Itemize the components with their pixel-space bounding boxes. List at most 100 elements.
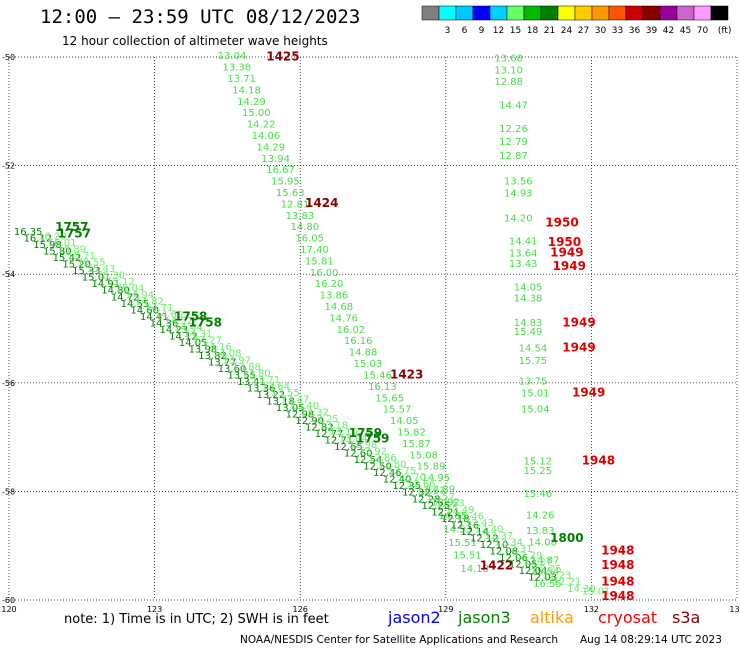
legend-swatch xyxy=(710,5,729,21)
wave-height-label: 12.37 xyxy=(485,531,514,542)
wave-height-label: 12.75 xyxy=(388,466,417,477)
wave-height-label: 15.46 xyxy=(523,489,552,500)
wave-height-label: 15.01 xyxy=(82,273,111,284)
wave-height-label: 12.16 xyxy=(451,520,480,531)
wave-height-label: 12.40 xyxy=(383,475,412,486)
wave-height-label: 13.71 xyxy=(227,74,256,85)
wave-height-label: 13.92 xyxy=(431,498,460,509)
wave-height-label: 16.20 xyxy=(315,279,344,290)
wave-height-label: 13.18 xyxy=(266,397,295,408)
wave-height-label: 12.90 xyxy=(295,416,324,427)
wave-height-label: 12.86 xyxy=(368,453,397,464)
wave-height-label: 15.01 xyxy=(582,587,611,598)
wave-height-label: 15.71 xyxy=(67,251,96,262)
time-annotation: 1948 xyxy=(601,543,634,557)
wave-height-label: 12.60 xyxy=(344,449,373,460)
wave-height-label: 13.32 xyxy=(300,407,329,418)
wave-height-label: 12.21 xyxy=(553,577,582,588)
legend-tick: 33 xyxy=(612,26,623,36)
wave-height-label: 15.81 xyxy=(305,256,334,267)
wave-height-label: 13.18 xyxy=(320,420,349,431)
wave-height-label: 13.05 xyxy=(276,403,305,414)
footer-timestamp: Aug 14 08:29:14 UTC 2023 xyxy=(580,634,722,646)
wave-height-label: 12.77 xyxy=(315,429,344,440)
wave-height-label: 15.00 xyxy=(242,108,271,119)
legend-tick: 21 xyxy=(544,26,555,36)
wave-height-label: 15.20 xyxy=(62,260,91,271)
wave-height-label: 13.47 xyxy=(281,394,310,405)
wave-height-label: 12.29 xyxy=(514,551,543,562)
wave-height-label: 12.06 xyxy=(499,553,528,564)
legend-swatch xyxy=(693,5,712,21)
wave-height-label: 12.65 xyxy=(334,442,363,453)
wave-height-label: 14.52 xyxy=(164,316,193,327)
wave-height-label: 14.94 xyxy=(125,290,154,301)
wave-height-label: 12.79 xyxy=(499,137,528,148)
wave-height-label: 17.40 xyxy=(300,245,329,256)
wave-height-label: 15.82 xyxy=(397,427,426,438)
wave-height-label: 14.08 xyxy=(213,349,242,360)
y-tick-label: -56 xyxy=(2,379,15,388)
wave-height-label: 13.41 xyxy=(237,377,266,388)
time-annotation: 1948 xyxy=(601,558,634,572)
legend-swatch xyxy=(421,5,440,21)
wave-height-label: 12.14 xyxy=(460,527,489,538)
chart-tracks: 13.0413.3813.7114.1814.2915.0014.2214.06… xyxy=(14,51,610,597)
time-annotation: 1949 xyxy=(562,340,595,354)
x-tick-label: 120 xyxy=(1,605,16,614)
wave-height-label: 15.65 xyxy=(375,393,404,404)
x-tick-label: 135 xyxy=(729,605,740,614)
legend-tick: 18 xyxy=(527,26,539,36)
legend-swatch xyxy=(472,5,491,21)
wave-height-label: 14.18 xyxy=(460,564,489,575)
legend-swatch xyxy=(506,5,525,21)
wave-height-label: 16.67 xyxy=(266,165,295,176)
time-annotation: 1949 xyxy=(553,259,586,273)
legend-swatch xyxy=(489,5,508,21)
y-tick-label: -50 xyxy=(2,53,15,62)
wave-height-label: 14.54 xyxy=(519,343,548,354)
wave-height-label: 12.46 xyxy=(456,512,485,523)
wave-height-label: 13.94 xyxy=(261,154,290,165)
legend-tick: 27 xyxy=(578,26,589,36)
wave-height-label: 16.02 xyxy=(337,325,366,336)
legend-swatch xyxy=(438,5,457,21)
wave-height-label: 13.71 xyxy=(252,375,281,386)
wave-height-label: 14.72 xyxy=(111,292,140,303)
wave-height-label: 15.57 xyxy=(383,405,412,416)
wave-height-label: 15.08 xyxy=(409,450,438,461)
wave-height-label: 15.55 xyxy=(77,258,106,269)
legend-swatch xyxy=(540,5,559,21)
wave-height-label: 13.68 xyxy=(494,53,523,64)
wave-height-label: 15.25 xyxy=(523,466,552,477)
time-annotation: 1423 xyxy=(390,367,423,381)
wave-height-label: 12.61 xyxy=(417,486,446,497)
legend-swatch xyxy=(642,5,661,21)
wave-height-label: 14.85 xyxy=(439,511,468,522)
satellite-altika: altika xyxy=(530,608,574,627)
legend-swatch xyxy=(625,5,644,21)
wave-height-label: 14.60 xyxy=(155,310,184,321)
x-tick-label: 123 xyxy=(147,605,162,614)
legend-tick: 3 xyxy=(445,26,451,36)
wave-height-label: 13.55 xyxy=(227,370,256,381)
wave-height-label: 16.35 xyxy=(14,227,43,238)
wave-height-label: 13.75 xyxy=(519,376,548,387)
time-annotation: 1948 xyxy=(582,453,615,467)
legend-tick: 9 xyxy=(479,26,485,36)
wave-height-label: 12.98 xyxy=(286,410,315,421)
wave-height-label: 13.64 xyxy=(261,381,290,392)
page-title: 12:00 — 23:59 UTC 08/12/2023 xyxy=(40,6,361,28)
wave-height-label: 16.12 xyxy=(24,234,53,245)
legend-swatch xyxy=(574,5,593,21)
wave-height-label: 14.76 xyxy=(329,313,358,324)
wave-height-label: 13.38 xyxy=(223,63,252,74)
wave-height-label: 13.04 xyxy=(339,433,368,444)
wave-height-label: 15.51 xyxy=(448,538,477,549)
wave-height-label: 13.40 xyxy=(290,401,319,412)
wave-height-label: 14.29 xyxy=(257,142,286,153)
wave-height-label: 13.22 xyxy=(257,390,286,401)
wave-height-label: 13.04 xyxy=(218,51,247,62)
wave-height-label: 14.05 xyxy=(514,282,543,293)
